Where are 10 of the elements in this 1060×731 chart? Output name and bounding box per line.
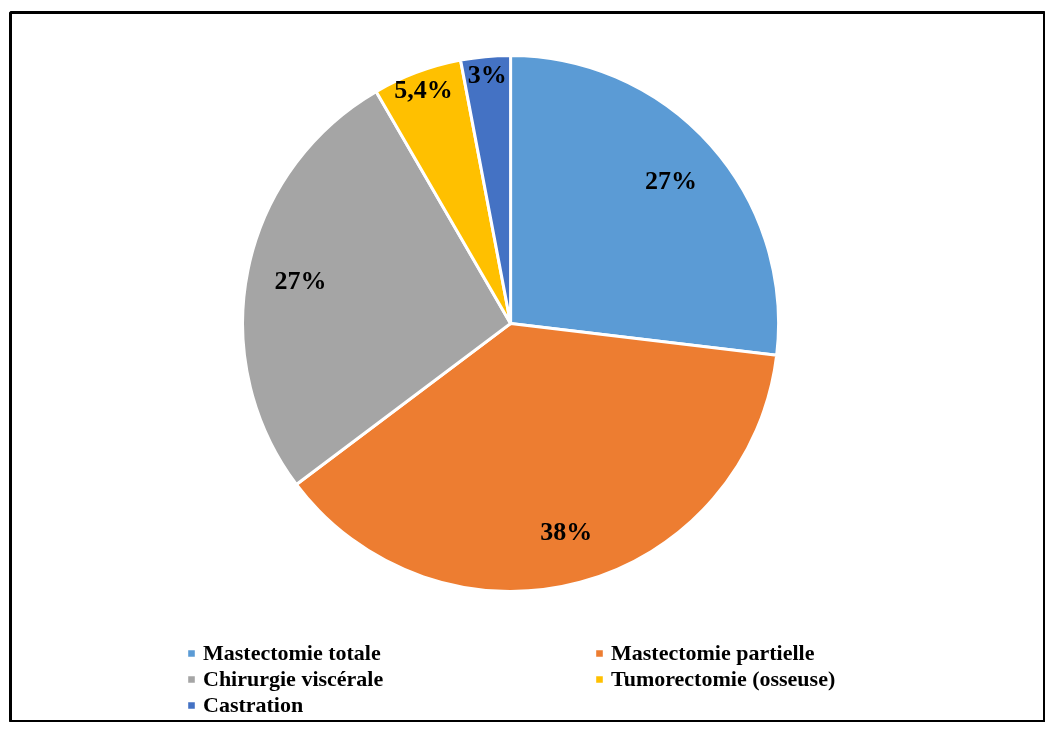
data-label: 3% (467, 60, 507, 90)
data-label: 27% (644, 166, 697, 196)
legend-label: Mastectomie partielle (611, 640, 816, 666)
legend-label: Tumorectomie (osseuse) (611, 666, 837, 692)
legend-label: Chirurgie viscérale (203, 666, 385, 692)
data-label: 27% (274, 266, 327, 296)
legend-label: Castration (203, 692, 305, 718)
legend-label: Mastectomie totale (203, 640, 382, 666)
data-label: 5,4% (394, 74, 453, 104)
data-label: 38% (540, 516, 593, 546)
